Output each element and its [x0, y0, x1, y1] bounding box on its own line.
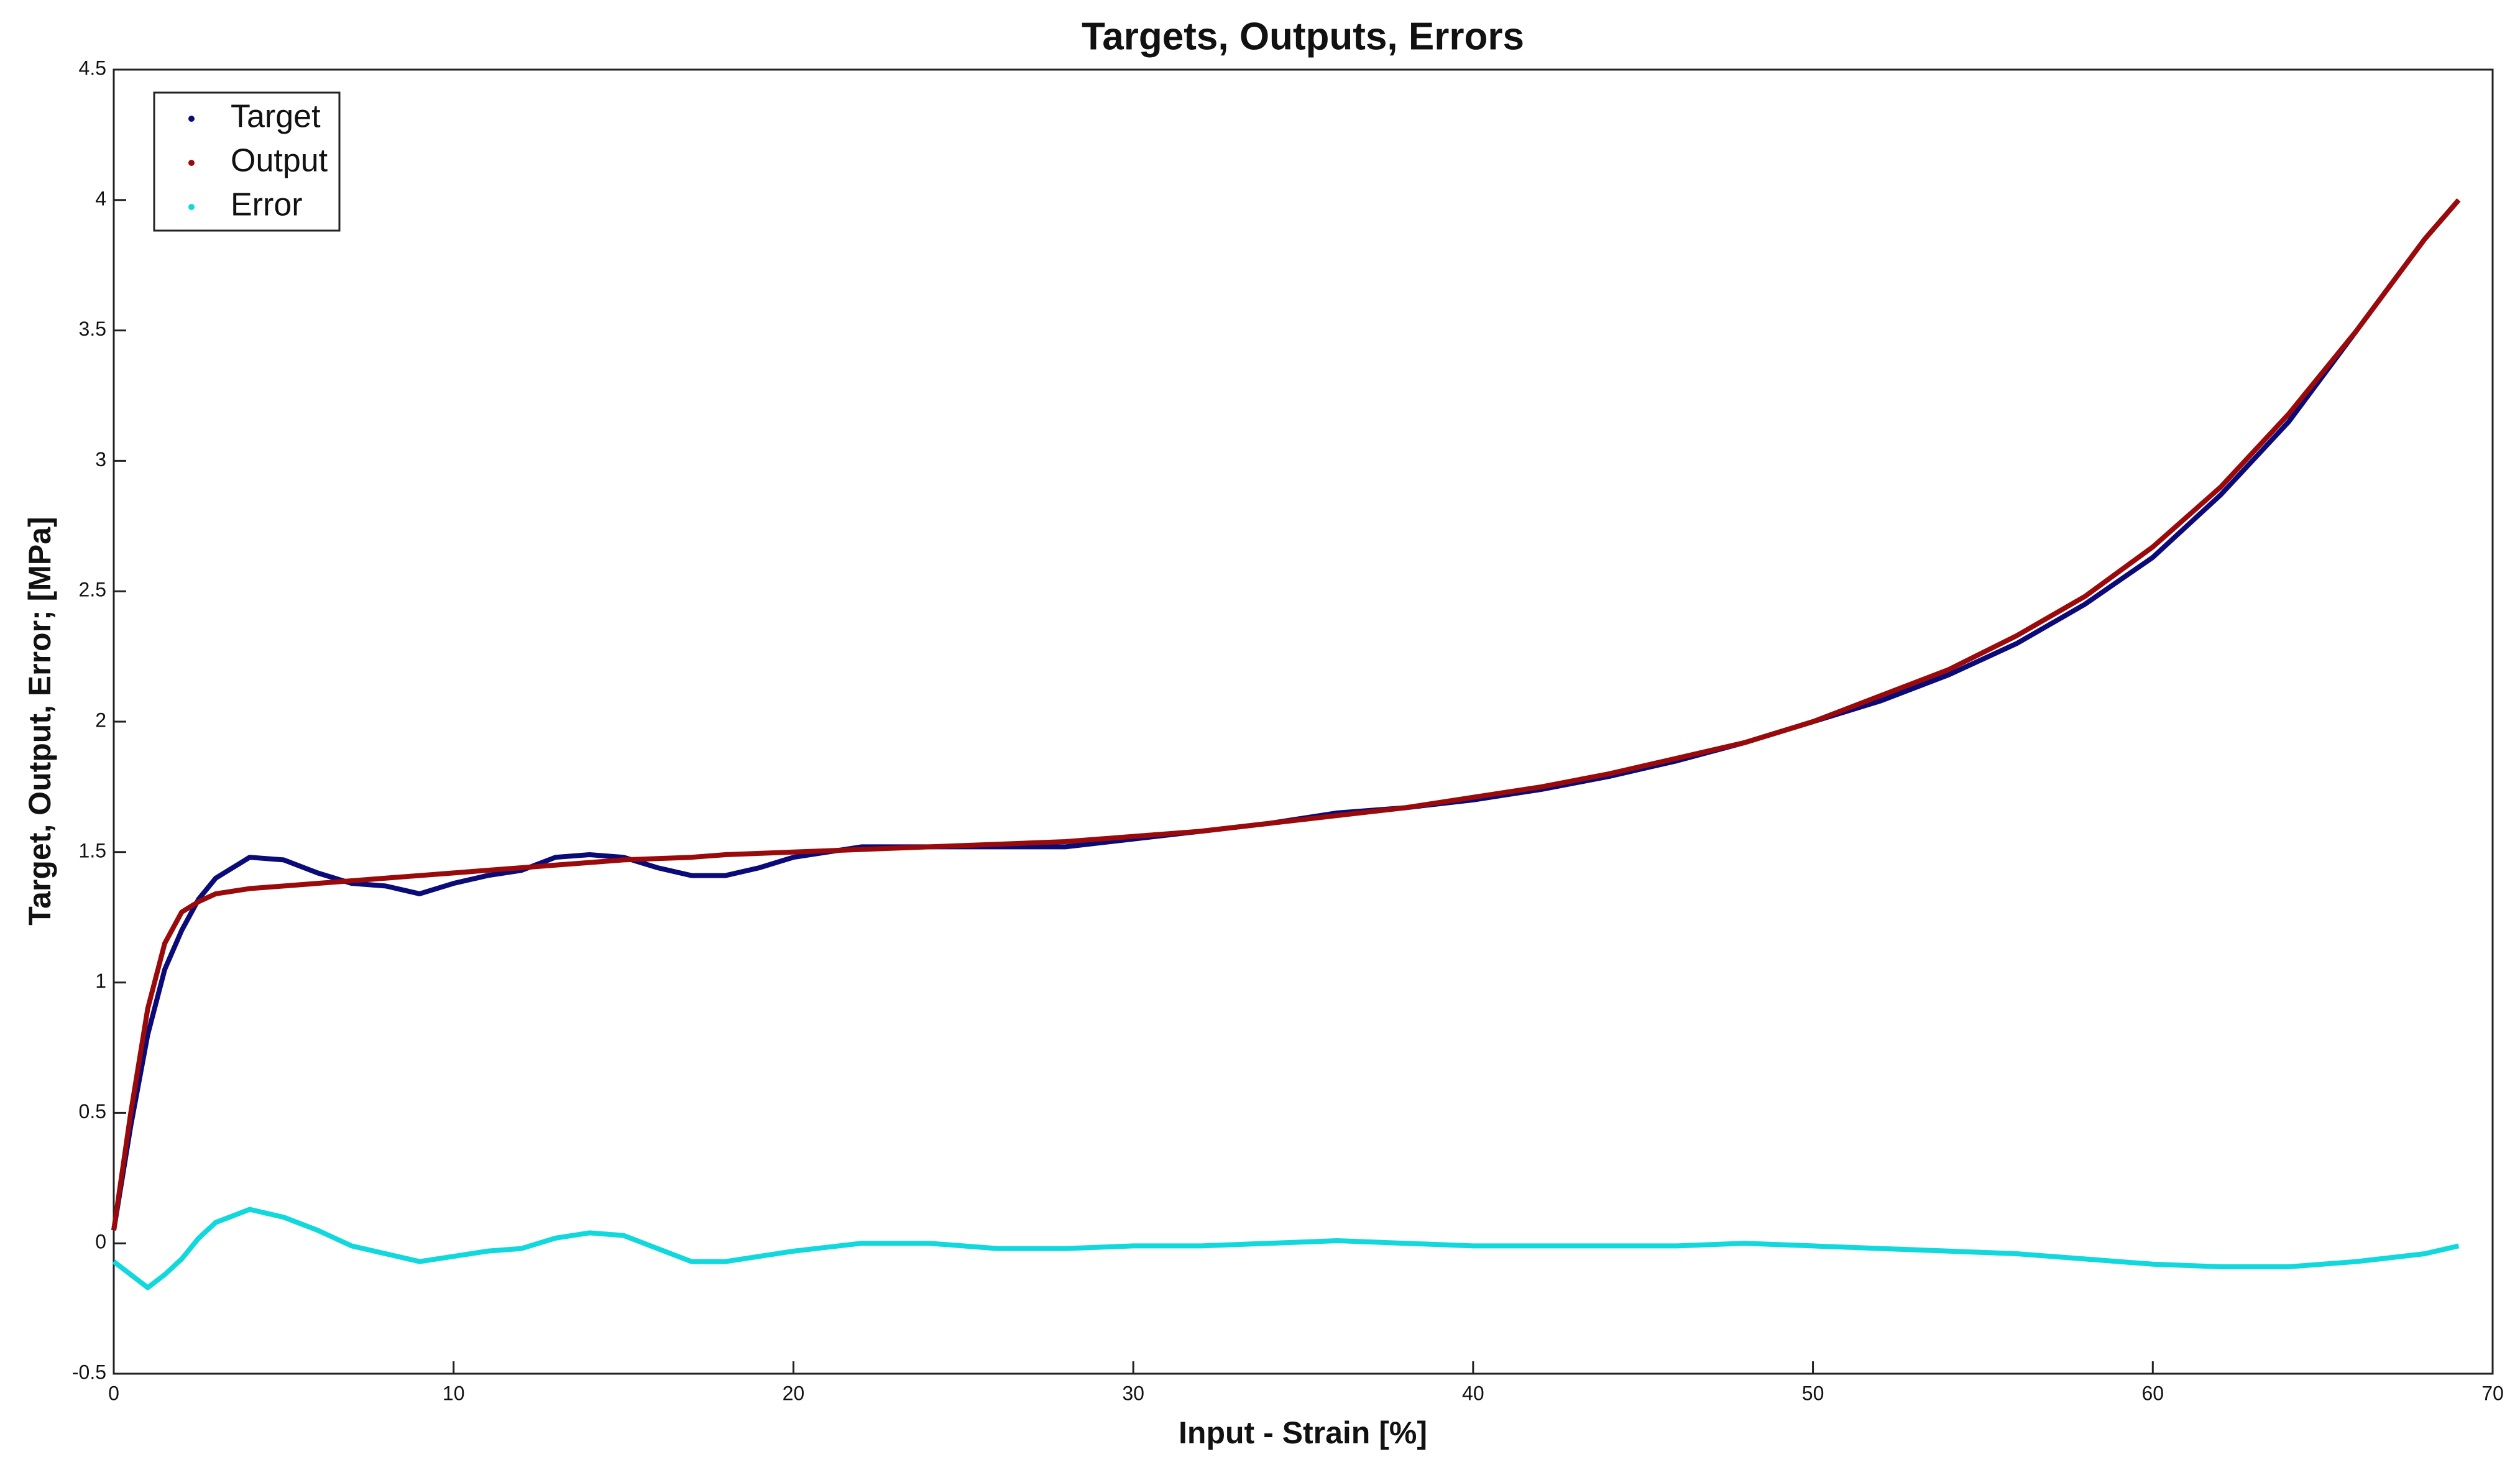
y-tick-label: 1.5 [79, 839, 106, 862]
y-tick-label: 3.5 [79, 318, 106, 340]
y-tick-label: 4.5 [79, 57, 106, 79]
x-axis-label: Input - Strain [%] [1179, 1415, 1427, 1450]
y-tick-label: 0 [95, 1231, 106, 1253]
x-tick-label: 50 [1802, 1382, 1824, 1404]
x-tick-label: 30 [1122, 1382, 1144, 1404]
x-tick-label: 40 [1462, 1382, 1484, 1404]
legend-label: Output [231, 143, 328, 179]
x-tick-label: 60 [2141, 1382, 2164, 1404]
legend-marker [188, 204, 195, 210]
y-tick-label: 4 [95, 187, 106, 209]
y-tick-label: 2.5 [79, 579, 106, 601]
chart-title: Targets, Outputs, Errors [1082, 15, 1524, 58]
x-tick-label: 20 [783, 1382, 805, 1404]
y-tick-label: 0.5 [79, 1100, 106, 1123]
legend-label: Target [231, 99, 321, 135]
x-tick-label: 10 [443, 1382, 465, 1404]
y-tick-label: 3 [95, 448, 106, 471]
legend-marker [188, 160, 195, 166]
legend-marker [188, 116, 195, 122]
legend-label: Error [231, 187, 303, 223]
series-line [112, 1207, 2460, 1290]
y-tick-label: 1 [95, 970, 106, 992]
legend-box [153, 91, 341, 232]
y-tick-label: -0.5 [72, 1361, 106, 1383]
y-tick-label: 2 [95, 709, 106, 731]
series-line [111, 198, 2461, 1231]
x-tick-label: 70 [2481, 1382, 2504, 1404]
y-axis-label: Target, Output, Error; [MPa] [22, 517, 57, 925]
x-tick-label: 0 [108, 1382, 119, 1404]
series-line [111, 198, 2461, 1231]
